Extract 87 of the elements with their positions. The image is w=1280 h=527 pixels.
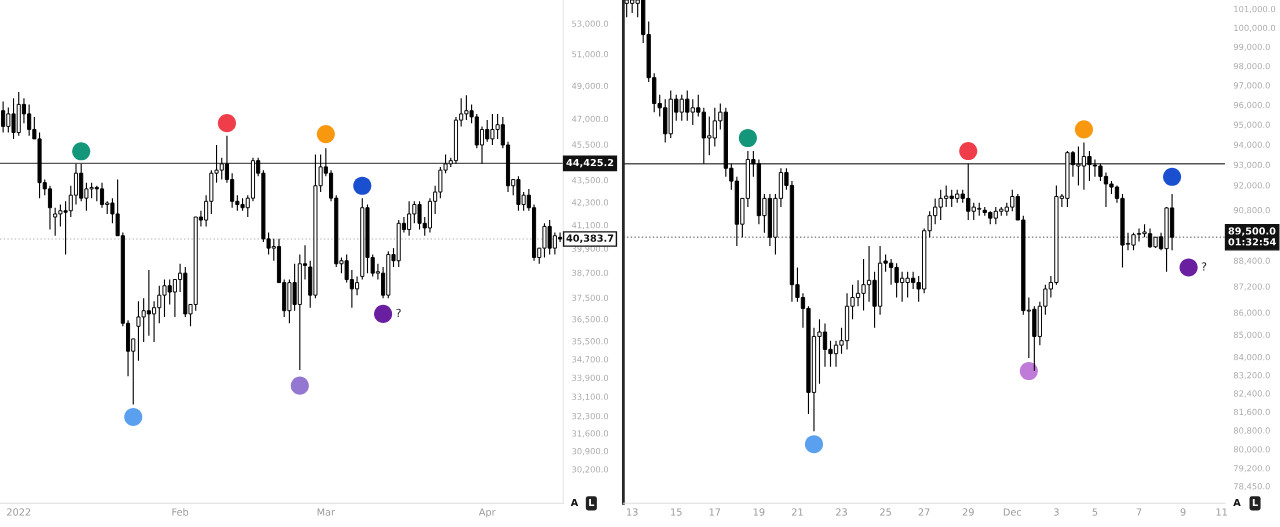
text: A: [1233, 498, 1241, 506]
y-tick-label: 83,200.0: [1233, 372, 1270, 380]
x-tick-label: 19: [753, 508, 765, 516]
y-tick-label: 43,500.0: [571, 177, 609, 185]
y-tick-label: 93,000.0: [1233, 161, 1270, 169]
candlestick: [99, 182, 105, 209]
y-tick-label: 87,200.0: [1233, 283, 1270, 291]
y-tick-label: 86,000.0: [1233, 309, 1270, 317]
candlestick: [47, 185, 53, 231]
x-tick-label: Mar: [317, 508, 336, 516]
ref-line-label: 44,425.2: [566, 158, 614, 168]
point: [316, 125, 335, 144]
point: [738, 128, 757, 148]
x-tick-label: 17: [709, 508, 721, 516]
text: A: [570, 498, 579, 506]
y-tick-label: 78,450.0: [1233, 483, 1270, 491]
x-tick-label: 29: [962, 508, 974, 516]
x-tick-label: 13: [627, 508, 638, 516]
y-tick-label: 92,000.0: [1233, 182, 1270, 190]
y-tick-label: 96,000.0: [1233, 101, 1270, 109]
y-tick-label: 94,000.0: [1233, 141, 1270, 149]
y-tick-label: 33,100.0: [572, 393, 609, 401]
x-tick-label: 3: [1054, 508, 1059, 516]
point: [353, 176, 372, 195]
x-tick-label: 23: [836, 508, 847, 516]
x-tick-label: Apr: [478, 508, 496, 518]
data-label: ?: [396, 308, 401, 317]
ref-line-label: 40,383.7: [566, 234, 614, 244]
x-tick-label: 21: [791, 508, 803, 516]
y-tick-label: 88,400.0: [1233, 257, 1270, 265]
x-tick-label: 25: [880, 508, 891, 516]
point: [124, 407, 143, 427]
point: [217, 114, 236, 133]
y-tick-label: 42,300.0: [571, 199, 609, 207]
y-tick-label: 30,900.0: [572, 448, 609, 456]
y-tick-label: 90,800.0: [1233, 206, 1270, 215]
x-tick-label: 5: [1092, 508, 1098, 516]
x-tick-label: 9: [1180, 508, 1186, 516]
x-tick-label: Dec: [1003, 508, 1022, 516]
y-tick-label: 80,800.0: [1233, 427, 1270, 435]
y-tick-label: 101,000.0: [1234, 5, 1276, 14]
y-tick-label: 80,000.0: [1233, 446, 1270, 454]
y-tick-label: 100,000.0: [1234, 24, 1276, 32]
y-tick-label: 84,000.0: [1233, 354, 1270, 362]
y-tick-label: 33,900.0: [572, 374, 609, 382]
y-tick-label: 85,000.0: [1233, 331, 1270, 339]
point: [804, 435, 824, 454]
y-tick-label: 35,500.0: [572, 338, 609, 346]
x-tick-label: 27: [918, 508, 930, 516]
y-tick-label: 31,600.0: [572, 430, 609, 438]
y-tick-label: 81,600.0: [1233, 408, 1270, 416]
y-tick-label: 99,000.0: [1233, 43, 1270, 51]
y-tick-label: 30,200.0: [572, 466, 609, 474]
point: [1074, 120, 1093, 139]
x-tick-label: Feb: [172, 508, 189, 516]
y-tick-label: 51,000.0: [572, 51, 609, 59]
y-tick-label: 79,200.0: [1233, 465, 1270, 473]
text: L: [1252, 498, 1258, 506]
y-tick-label: 47,000.0: [571, 115, 609, 123]
y-tick-label: 32,300.0: [572, 412, 609, 421]
y-tick-label: 97,000.0: [1233, 82, 1270, 90]
y-tick-label: 98,000.0: [1233, 62, 1270, 71]
y-tick-label: 45,500.0: [571, 141, 609, 149]
point: [1019, 361, 1038, 381]
y-tick-label: 36,500.0: [572, 316, 609, 324]
y-tick-label: 53,000.0: [572, 20, 609, 28]
x-tick-label: 2022: [7, 508, 31, 516]
point: [374, 304, 393, 323]
x-tick-label: 7: [1136, 508, 1142, 516]
y-tick-label: 38,700.0: [572, 269, 609, 277]
y-tick-label: 82,400.0: [1233, 390, 1270, 398]
y-tick-label: 49,000.0: [571, 82, 609, 90]
data-label: ?: [1201, 262, 1207, 271]
point: [959, 141, 978, 161]
y-tick-label: 34,700.0: [572, 356, 609, 364]
x-tick-label: 11: [1216, 508, 1227, 516]
y-tick-label: 39,900.0: [572, 245, 609, 253]
point: [1163, 167, 1182, 186]
point: [1179, 258, 1198, 277]
y-tick-label: 95,000.0: [1233, 121, 1270, 129]
x-tick-label: 15: [671, 508, 682, 516]
y-tick-label: 37,500.0: [572, 294, 609, 302]
point: [290, 376, 309, 395]
text: L: [589, 498, 595, 506]
point: [72, 142, 91, 161]
y-tick-label: 41,100.0: [571, 222, 609, 230]
ref-line-label: 89,500.0 01:32:54: [1228, 227, 1276, 246]
